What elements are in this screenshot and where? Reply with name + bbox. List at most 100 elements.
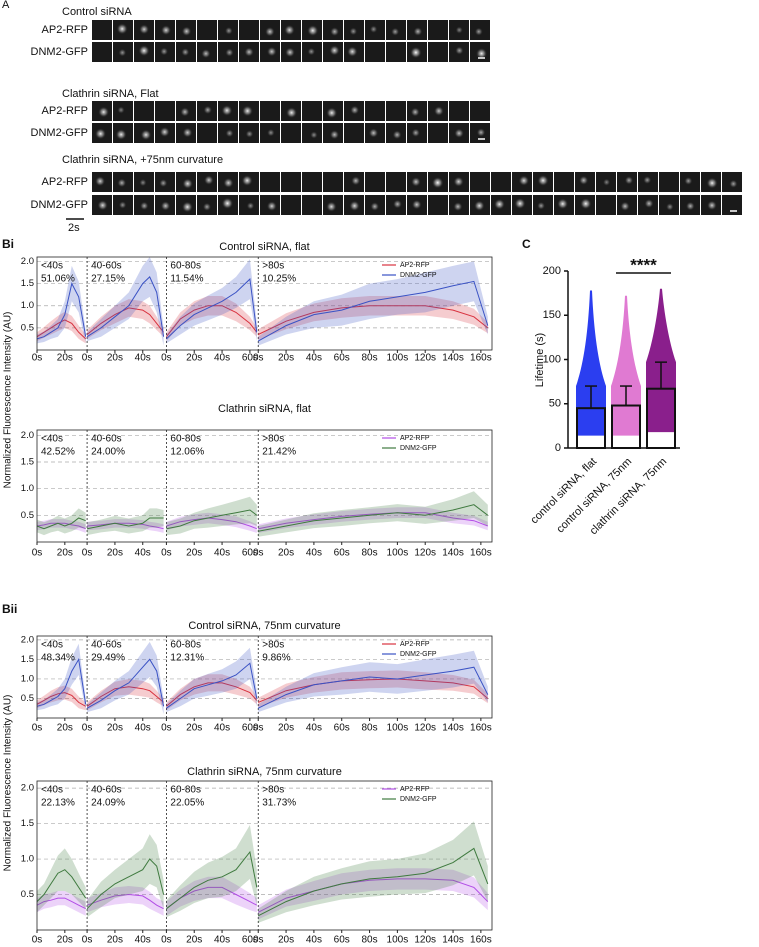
x-tick-label: 60s xyxy=(242,723,258,734)
y-tick-label: 1.0 xyxy=(21,673,34,684)
x-tick-label: 60s xyxy=(334,935,350,946)
spot xyxy=(409,46,422,59)
image-tile xyxy=(554,172,574,192)
spot xyxy=(221,197,234,210)
spot xyxy=(390,27,400,37)
spot xyxy=(117,106,125,114)
series-line xyxy=(36,522,86,530)
panel-range: 60-80s xyxy=(170,261,201,272)
series-line xyxy=(257,878,489,913)
y-tick-label: 1.5 xyxy=(21,654,34,665)
spot xyxy=(411,128,421,138)
spot xyxy=(624,175,634,185)
spot xyxy=(266,200,278,212)
x-tick-label: 20s xyxy=(107,935,123,946)
row-label: DNM2-GFP xyxy=(31,46,88,58)
y-tick-label: 0.5 xyxy=(21,510,34,521)
spot xyxy=(349,200,360,212)
series-line xyxy=(36,869,87,902)
x-tick-label: 40s xyxy=(135,723,151,734)
image-tile xyxy=(323,172,343,192)
error-band xyxy=(37,685,86,711)
panel-share: 9.86% xyxy=(262,653,290,664)
spot xyxy=(223,177,234,189)
y-tick-label: 200 xyxy=(543,265,561,277)
spot xyxy=(181,47,190,57)
row-label: AP2-RFP xyxy=(42,24,88,36)
panel-share: 12.31% xyxy=(170,653,204,664)
significance: **** xyxy=(630,255,657,274)
y-tick-label: 2.0 xyxy=(21,256,34,267)
panel-share: 48.34% xyxy=(41,653,75,664)
error-band xyxy=(258,821,488,923)
spot xyxy=(246,201,255,210)
spot xyxy=(307,47,316,56)
panel-label: C xyxy=(522,237,531,251)
spot xyxy=(266,128,275,137)
panel-range: <40s xyxy=(41,261,63,272)
y-tick-label: 1.5 xyxy=(21,818,34,829)
y-tick-label: 2.0 xyxy=(21,430,34,441)
image-tile xyxy=(365,172,385,192)
spot xyxy=(116,23,128,35)
y-tick-label: 0.5 xyxy=(21,322,34,333)
spot xyxy=(475,47,488,60)
panel-range: >80s xyxy=(262,640,284,651)
spot xyxy=(310,131,318,139)
series-line xyxy=(166,509,258,530)
x-tick-label: 160s xyxy=(470,353,492,364)
y-tick-label: 1.5 xyxy=(21,278,34,289)
error-band xyxy=(166,876,257,916)
x-tick-label: 0s xyxy=(161,935,172,946)
point-cloud xyxy=(576,290,606,436)
spot xyxy=(159,178,168,188)
x-tick-label: 40s xyxy=(214,548,230,559)
series-line xyxy=(86,858,165,910)
spot xyxy=(329,45,340,56)
y-axis-label: Normalized Fluorescence Intensity (AU) xyxy=(3,695,14,872)
x-tick-label: 160s xyxy=(470,723,492,734)
image-tile xyxy=(134,101,154,121)
x-tick-label: 20s xyxy=(57,935,73,946)
panel-range: >80s xyxy=(262,434,284,445)
x-tick-label: 140s xyxy=(442,723,464,734)
spot xyxy=(221,104,233,117)
spot xyxy=(117,178,127,188)
x-tick-label: 120s xyxy=(414,935,436,946)
spot xyxy=(643,175,652,185)
image-tile xyxy=(386,42,406,62)
y-tick-label: 1.5 xyxy=(21,457,34,468)
series-line xyxy=(87,517,164,530)
error-band xyxy=(166,259,257,344)
group-title: Clathrin siRNA, +75nm curvature xyxy=(62,154,223,166)
x-tick-label: 60s xyxy=(242,935,258,946)
image-tile xyxy=(428,123,448,143)
x-tick-label: 20s xyxy=(57,353,73,364)
plot-frame xyxy=(36,256,493,351)
x-tick-label: 20s xyxy=(186,723,202,734)
spot xyxy=(392,130,402,140)
spot xyxy=(94,127,107,140)
spot xyxy=(182,127,193,138)
group-title: Clathrin siRNA, Flat xyxy=(62,88,159,100)
error-band xyxy=(87,679,164,711)
image-tile xyxy=(281,195,301,215)
spot xyxy=(685,201,695,211)
spot xyxy=(203,175,214,186)
x-tick-label: 80s xyxy=(361,548,377,559)
series-line xyxy=(166,278,258,340)
spot xyxy=(644,198,654,209)
error-band xyxy=(166,296,257,342)
error-band xyxy=(166,512,257,533)
x-tick-label: 80s xyxy=(361,353,377,364)
error-band xyxy=(87,834,164,918)
panel-range: <40s xyxy=(41,785,63,796)
x-tick-label: 0s xyxy=(253,935,264,946)
plot-frame xyxy=(36,429,493,543)
panel-share: 24.09% xyxy=(91,798,125,809)
spot xyxy=(536,201,546,210)
panel-label: Bi xyxy=(2,237,14,251)
x-tick-label: 60s xyxy=(334,548,350,559)
x-tick-label: 20s xyxy=(107,353,123,364)
spot xyxy=(224,26,233,35)
